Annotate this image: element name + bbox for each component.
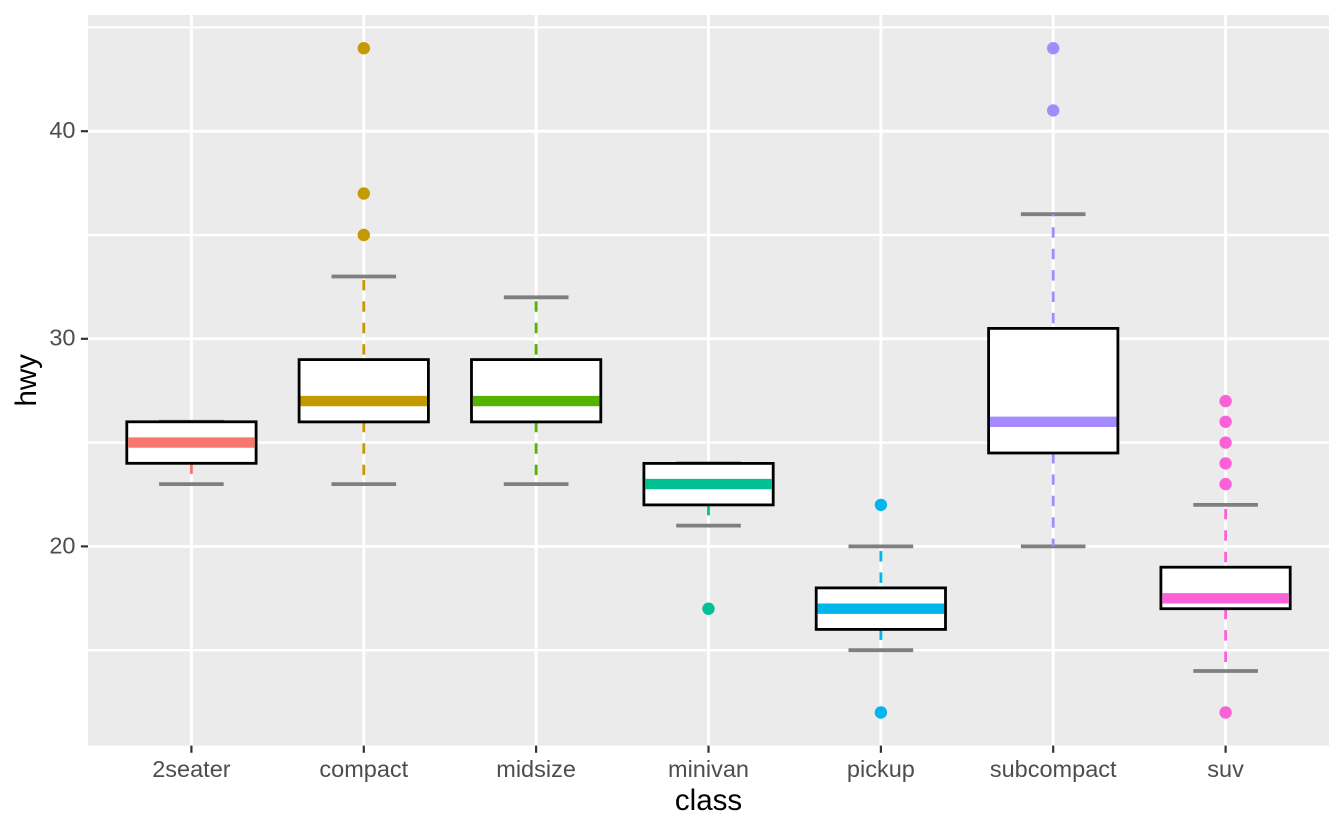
svg-text:suv: suv bbox=[1207, 756, 1244, 782]
svg-text:compact: compact bbox=[319, 756, 408, 782]
svg-text:midsize: midsize bbox=[496, 756, 576, 782]
svg-text:pickup: pickup bbox=[847, 756, 915, 782]
svg-text:minivan: minivan bbox=[668, 756, 749, 782]
svg-text:30: 30 bbox=[49, 325, 75, 351]
svg-text:20: 20 bbox=[49, 532, 75, 558]
svg-text:class: class bbox=[675, 784, 742, 817]
svg-text:2seater: 2seater bbox=[152, 756, 231, 782]
svg-text:40: 40 bbox=[49, 117, 75, 143]
svg-text:hwy: hwy bbox=[10, 354, 43, 407]
svg-text:subcompact: subcompact bbox=[990, 756, 1117, 782]
